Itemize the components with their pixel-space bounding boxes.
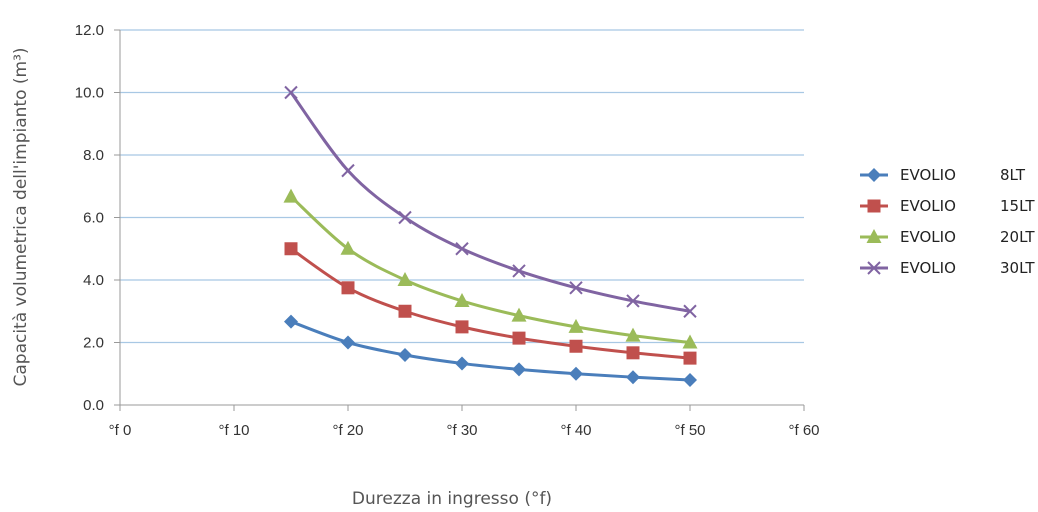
legend-marker [867, 261, 881, 275]
series-15lt [284, 242, 697, 365]
x-tick-label: °f 50 [674, 422, 705, 439]
legend-marker [866, 229, 882, 243]
data-point [683, 304, 697, 318]
data-point [284, 85, 298, 100]
series-20lt [283, 188, 698, 349]
legend-item-15lt: EVOLIO 15LT [860, 197, 1035, 215]
data-point [626, 346, 640, 360]
data-point [398, 210, 412, 225]
legend-series-size: 20LT [1000, 228, 1035, 246]
y-tick-label: 0.0 [83, 397, 104, 414]
data-point [398, 348, 412, 362]
legend-series-name: EVOLIO [900, 197, 956, 215]
series-line [289, 91, 691, 313]
data-point [512, 362, 526, 377]
legend-marker [867, 168, 881, 182]
y-tick-label: 12.0 [75, 22, 104, 39]
y-axis-title: Capacità volumetrica dell'impianto (m³) [11, 47, 31, 386]
x-tick-label: °f 10 [218, 422, 249, 439]
legend-series-size: 8LT [1000, 166, 1026, 184]
series-8lt [284, 314, 697, 387]
data-point [568, 318, 584, 333]
legend-series-size: 15LT [1000, 197, 1035, 215]
legend: EVOLIO 8LT EVOLIO 15LT EVOLIO 20LT EVOLIO 30LT [860, 166, 1035, 277]
data-point [625, 327, 641, 342]
data-point [455, 356, 469, 371]
data-point [340, 240, 356, 255]
data-point [398, 304, 412, 318]
legend-series-name: EVOLIO [900, 259, 956, 277]
data-point [626, 370, 640, 385]
legend-series-size: 30LT [1000, 259, 1035, 277]
data-point [512, 331, 526, 345]
data-point [683, 351, 697, 365]
legend-series-name: EVOLIO [900, 228, 956, 246]
legend-series-name: EVOLIO [900, 166, 956, 184]
y-tick-label: 8.0 [83, 147, 104, 164]
data-point [455, 242, 469, 256]
x-tick-label: °f 0 [109, 422, 132, 439]
data-point [683, 373, 697, 387]
data-point [284, 314, 298, 329]
legend-marker [867, 199, 881, 213]
data-point [682, 334, 698, 349]
x-tick-label: °f 30 [446, 422, 477, 439]
legend-item-30lt: EVOLIO 30LT [860, 259, 1035, 277]
x-axis-title: Durezza in ingresso (°f) [352, 489, 552, 509]
plot-area [283, 85, 698, 387]
data-point [284, 242, 298, 256]
data-point [626, 294, 640, 308]
data-point [341, 335, 355, 350]
series-30lt [284, 85, 697, 318]
y-tick-label: 2.0 [83, 335, 104, 352]
data-point [454, 292, 470, 307]
y-tick-label: 10.0 [75, 85, 104, 102]
legend-item-8lt: EVOLIO 8LT [860, 166, 1026, 184]
y-tick-label: 6.0 [83, 210, 104, 227]
x-tick-label: °f 60 [788, 422, 819, 439]
x-tick-label: °f 20 [332, 422, 363, 439]
data-point [455, 320, 469, 334]
data-point [283, 188, 299, 203]
y-tick-label: 4.0 [83, 272, 104, 289]
data-point [511, 307, 527, 322]
data-point [341, 281, 355, 295]
x-tick-label: °f 40 [560, 422, 591, 439]
data-point [512, 264, 526, 278]
data-point [569, 339, 583, 353]
data-point [341, 163, 355, 178]
data-point [569, 281, 583, 295]
legend-item-20lt: EVOLIO 20LT [860, 228, 1035, 246]
axes: 0.0 2.0 4.0 6.0 8.0 10.0 12.0 °f 0 °f 10 °f 20 °f … [75, 22, 820, 439]
data-point [569, 366, 583, 381]
data-point [397, 272, 413, 286]
series-line [289, 195, 691, 344]
